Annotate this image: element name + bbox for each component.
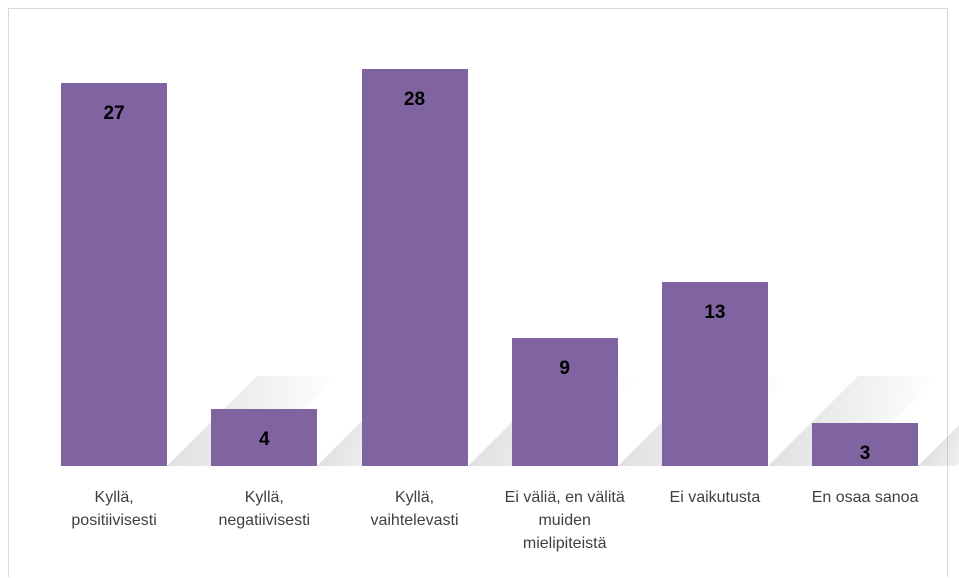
x-tick-label: Ei väliä, en välitä muiden mielipiteistä [504, 489, 625, 552]
data-label: 4 [259, 429, 270, 451]
bar [812, 423, 919, 466]
data-label: 9 [559, 358, 570, 380]
bar [211, 409, 318, 466]
bar [361, 69, 468, 466]
data-label: 3 [859, 443, 871, 465]
x-tick-label: Kyllä, negatiivisesti [218, 489, 311, 529]
data-label: 13 [704, 301, 726, 323]
data-label: 28 [403, 89, 426, 110]
bar [511, 338, 618, 466]
x-tick-label: Kyllä, vaihtelevasti [370, 489, 459, 529]
x-tick-label: Ei vaikutusta [669, 489, 761, 506]
bar [61, 83, 168, 466]
bar [661, 281, 768, 466]
data-label: 27 [103, 103, 125, 125]
x-tick-label: En osaa sanoa [811, 489, 919, 506]
chart: 27 Kyllä, positiivisesti 4 Kyllä, negatiivi… [8, 8, 959, 577]
x-tick-label: Kyllä, positiivisesti [71, 489, 157, 529]
